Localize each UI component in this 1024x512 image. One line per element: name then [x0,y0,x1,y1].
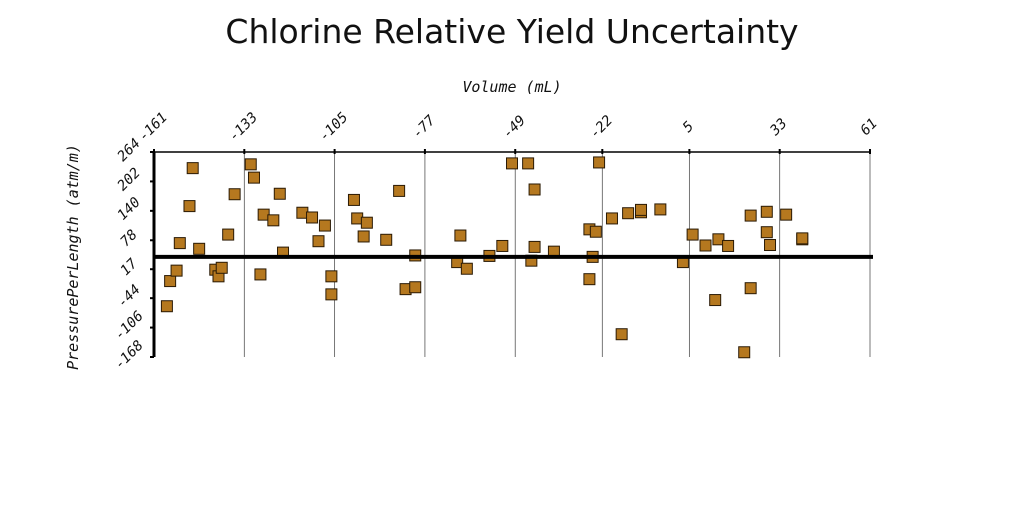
data-point [193,242,206,255]
x-tick-label: -133 [226,110,261,145]
x-tick-label: -22 [587,113,616,142]
data-point [528,240,541,253]
data-point [318,219,331,232]
data-point [528,183,541,196]
data-point [593,156,606,169]
data-point [712,233,725,246]
data-point [622,207,635,220]
data-point [635,203,648,216]
data-point [170,264,183,277]
data-point [522,157,535,170]
data-point [173,237,186,250]
data-point [496,239,509,252]
data-point [744,209,757,222]
data-points [154,156,873,359]
x-tick-label: 61 [858,116,881,139]
data-point [589,225,602,238]
data-point [738,346,751,359]
x-tick-label: 5 [680,119,697,136]
data-point [615,328,628,341]
y-tick-label: 17 [118,255,142,279]
data-point [686,228,699,241]
y-tick-label: -106 [112,308,147,343]
y-axis-title: PressurePerLength (atm/m) [64,144,82,370]
x-tick-label: -161 [136,110,171,145]
data-point [215,261,228,274]
data-point [347,193,360,206]
y-tick-label: 78 [118,227,141,250]
data-point [186,162,199,175]
data-point [247,171,260,184]
data-point [760,226,773,239]
x-tick-label: -49 [500,113,529,142]
data-point [380,233,393,246]
x-tick-label: -105 [316,110,351,145]
data-point [722,239,735,252]
data-point [605,212,618,225]
data-point [244,158,257,171]
data-point [325,288,338,301]
data-point [160,300,173,313]
data-point [654,203,667,216]
grid-lines [243,152,871,357]
data-point [325,270,338,283]
y-tick-label: -44 [115,282,144,311]
data-point [360,216,373,229]
y-tick-label: 264 [115,136,144,165]
data-point [273,187,286,200]
data-point [780,208,793,221]
chart-title: Chlorine Relative Yield Uncertainty [225,12,798,51]
data-point [183,200,196,213]
axes [150,149,871,358]
data-point [222,228,235,241]
y-tick-label: 140 [115,194,144,223]
data-point [764,239,777,252]
data-point [409,281,422,294]
data-point [312,235,325,248]
data-point [744,282,757,295]
data-point [267,214,280,227]
data-point [357,230,370,243]
data-point [583,273,596,286]
x-tick-label: 33 [767,116,791,140]
y-tick-label: -168 [112,338,147,373]
data-point [164,275,177,288]
data-point [228,188,241,201]
data-point [254,268,267,281]
data-point [306,211,319,224]
data-point [393,184,406,197]
data-point [760,205,773,218]
x-tick-label: -77 [409,112,439,142]
data-point [506,157,518,170]
data-point [709,294,722,307]
x-axis-title: Volume (mL) [462,78,561,96]
data-point [454,229,467,242]
data-point [796,232,809,245]
data-point [460,262,473,275]
y-tick-label: 202 [115,165,144,194]
data-point [699,239,712,252]
